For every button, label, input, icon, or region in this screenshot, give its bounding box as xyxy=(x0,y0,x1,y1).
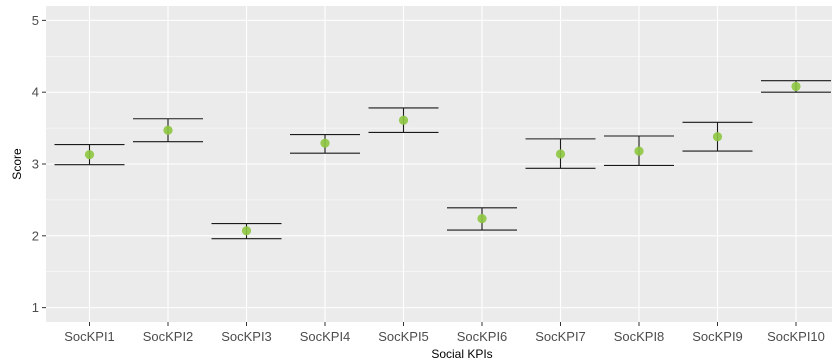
x-tick-label: SocKPI6 xyxy=(457,329,508,344)
mean-point-SocKPI9 xyxy=(712,132,723,142)
y-tick-label: 1 xyxy=(32,300,39,315)
x-tick-label: SocKPI1 xyxy=(64,329,115,344)
x-tick-label: SocKPI8 xyxy=(614,329,665,344)
x-tick-label: SocKPI9 xyxy=(692,329,743,344)
y-tick-label: 5 xyxy=(32,13,39,28)
x-tick-label: SocKPI5 xyxy=(378,329,429,344)
y-axis: 1 2 3 4 5 xyxy=(32,13,46,315)
mean-point-SocKPI10 xyxy=(791,81,801,92)
mean-point-SocKPI5 xyxy=(398,115,409,125)
x-tick-label: SocKPI2 xyxy=(143,329,194,344)
mean-points xyxy=(84,81,801,236)
mean-point-SocKPI6 xyxy=(477,213,487,224)
y-tick-label: 3 xyxy=(32,157,39,172)
x-tick-label: SocKPI10 xyxy=(767,329,825,344)
mean-point-SocKPI2 xyxy=(163,125,173,135)
minor-gridlines xyxy=(46,56,832,272)
mean-point-SocKPI8 xyxy=(634,146,644,156)
y-tick-label: 4 xyxy=(32,85,39,100)
y-tick-label: 2 xyxy=(32,228,39,243)
mean-point-SocKPI3 xyxy=(241,226,252,236)
x-tick-label: SocKPI4 xyxy=(300,329,351,344)
mean-point-SocKPI7 xyxy=(555,149,566,159)
x-axis: SocKPI1 SocKPI2 SocKPI3 SocKPI4 SocKPI5 SocKP… xyxy=(64,322,825,344)
error-bars xyxy=(54,80,831,240)
mean-point-SocKPI4 xyxy=(320,138,330,148)
x-tick-label: SocKPI3 xyxy=(221,329,272,344)
x-tick-label: SocKPI7 xyxy=(535,329,586,344)
y-axis-title: Score xyxy=(10,148,24,180)
x-axis-title: Social KPIs xyxy=(431,347,492,361)
mean-point-SocKPI1 xyxy=(84,150,95,160)
